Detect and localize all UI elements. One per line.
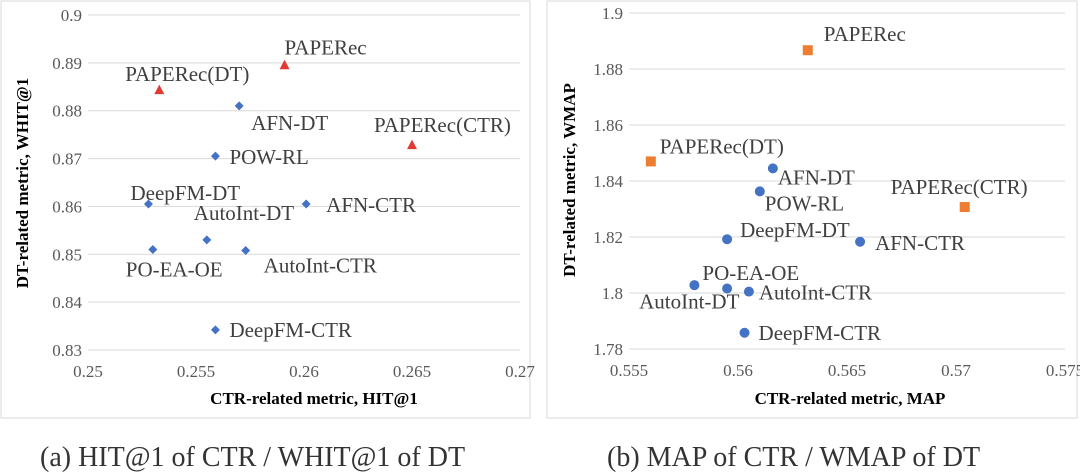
point-label-afn-ctr: AFN-CTR	[326, 193, 416, 217]
panel-a: 0.25 0.255 0.26 0.265 0.27 0.830.840.850.860…	[0, 0, 535, 419]
panel-b-frame	[546, 0, 1078, 419]
point-paperec-ctr	[407, 139, 417, 150]
y-tick-label: 0.9	[61, 6, 82, 25]
point-deepfm-dt	[143, 199, 153, 209]
point-label-paperec-ctr: PAPERec(CTR)	[891, 175, 1028, 199]
point-label-autoint-dt: AutoInt-DT	[194, 201, 294, 225]
y-tick-label: 1.84	[593, 172, 623, 191]
x-tick-label: 0.255	[177, 362, 215, 381]
point-deepfm-dt	[722, 234, 733, 245]
point-label-pow-rl: POW-RL	[765, 191, 844, 215]
point-label-afn-dt: AFN-DT	[251, 111, 328, 135]
point-label-paperec: PAPERec	[824, 22, 906, 46]
point-label-paperec-dt: PAPERec(DT)	[660, 134, 784, 158]
panel-b-x-axis-title: CTR-related metric, MAP	[755, 389, 946, 408]
point-afn-ctr	[301, 199, 311, 209]
point-autoint-ctr	[241, 245, 251, 255]
x-tick-label: 0.565	[828, 361, 866, 380]
point-label-deepfm-ctr: DeepFM-CTR	[229, 318, 352, 342]
point-label-afn-dt: AFN-DT	[778, 165, 855, 189]
point-deepfm-ctr	[210, 325, 220, 335]
y-tick-label: 0.88	[52, 102, 82, 121]
x-tick-label: 0.26	[289, 362, 319, 381]
point-label-deepfm-dt: DeepFM-DT	[130, 181, 240, 205]
point-autoint-ctr	[743, 286, 754, 297]
point-paperec-dt	[154, 84, 165, 95]
point-label-paperec-ctr: PAPERec(CTR)	[374, 113, 511, 137]
point-label-paperec-dt: PAPERec(DT)	[125, 62, 249, 86]
point-label-pow-rl: POW-RL	[229, 145, 308, 169]
y-tick-label: 0.86	[52, 197, 82, 216]
y-tick-label: 1.82	[593, 228, 623, 247]
panel-a-gridlines	[88, 14, 520, 351]
point-afn-ctr	[855, 236, 866, 247]
panel-a-y-tick-labels: 0.83 0.84 0.85 0.86 0.87 0.88 0.89 0.9	[52, 6, 82, 360]
point-deepfm-ctr	[739, 327, 750, 338]
caption-b: (b) MAP of CTR / WMAP of DT	[607, 442, 980, 473]
panel-a-x-axis-title: CTR-related metric, HIT@1	[210, 389, 418, 408]
point-paperec-dt	[645, 156, 656, 167]
point-label-autoint-ctr: AutoInt-CTR	[264, 253, 377, 277]
panel-b-y-axis-title: DT-related metric, WMAP	[560, 83, 579, 277]
x-tick-label: 0.575	[1046, 361, 1080, 380]
point-paperec	[279, 59, 290, 70]
x-tick-label: 0.27	[505, 362, 535, 381]
x-tick-label: 0.57	[941, 361, 971, 380]
point-autoint-dt	[722, 283, 733, 294]
point-label-autoint-dt: AutoInt-DT	[639, 290, 739, 314]
panel-a-frame	[0, 0, 531, 419]
y-tick-label: 1.88	[593, 60, 623, 79]
panel-b-points	[645, 45, 970, 338]
point-afn-dt	[234, 101, 244, 111]
point-paperec	[802, 45, 813, 56]
point-afn-dt	[767, 163, 778, 174]
x-tick-label: 0.265	[393, 362, 431, 381]
point-po-ea-oe	[148, 245, 158, 254]
y-tick-label: 1.78	[593, 340, 623, 359]
panel-b: 0.555 0.56 0.565 0.57 0.575 1.781.81.821.841…	[546, 0, 1080, 419]
x-tick-label: 0.56	[723, 361, 753, 380]
point-label-afn-ctr: AFN-CTR	[875, 231, 965, 255]
point-autoint-dt	[202, 235, 212, 245]
point-label-deepfm-dt: DeepFM-DT	[740, 218, 850, 242]
point-pow-rl	[210, 151, 220, 161]
point-label-deepfm-ctr: DeepFM-CTR	[759, 321, 882, 345]
y-tick-label: 1.8	[602, 284, 623, 303]
point-label-po-ea-oe: PO-EA-OE	[126, 258, 223, 282]
point-label-autoint-ctr: AutoInt-CTR	[759, 281, 872, 305]
y-tick-label: 0.83	[52, 341, 82, 360]
point-label-po-ea-oe: PO-EA-OE	[702, 261, 799, 285]
y-tick-label: 0.84	[52, 293, 82, 312]
y-tick-label: 1.86	[593, 116, 623, 135]
panel-b-y-tick-labels: 1.78 1.8 1.82 1.84 1.86 1.88 1.9	[593, 4, 623, 359]
panel-a-point-labels: AFN-DT POW-RL DeepFM-DT AFN-CTR AutoInt-DT PO…	[125, 35, 511, 342]
panel-b-gridlines	[629, 12, 1065, 350]
panel-a-points	[143, 59, 417, 335]
caption-a: (a) HIT@1 of CTR / WHIT@1 of DT	[40, 442, 465, 473]
x-tick-label: 0.25	[73, 362, 103, 381]
panel-a-y-axis-title: DT-related metric, WHIT@1	[13, 78, 32, 289]
point-label-paperec: PAPERec	[285, 35, 367, 59]
y-tick-label: 0.89	[52, 54, 82, 73]
panel-a-x-tick-labels: 0.25 0.255 0.26 0.265 0.27	[73, 362, 535, 381]
y-tick-label: 1.9	[602, 4, 623, 23]
panel-b-x-tick-labels: 0.555 0.56 0.565 0.57 0.575	[610, 361, 1080, 380]
x-tick-label: 0.555	[610, 361, 648, 380]
point-paperec-ctr	[959, 202, 970, 213]
point-po-ea-oe	[689, 280, 700, 291]
y-tick-label: 0.87	[52, 150, 82, 169]
y-tick-label: 0.85	[52, 245, 82, 264]
point-pow-rl	[754, 186, 765, 197]
panel-b-point-labels: AFN-DTPOW-RLDeepFM-DTAFN-CTRPO-EA-OEAuto…	[639, 22, 1028, 345]
